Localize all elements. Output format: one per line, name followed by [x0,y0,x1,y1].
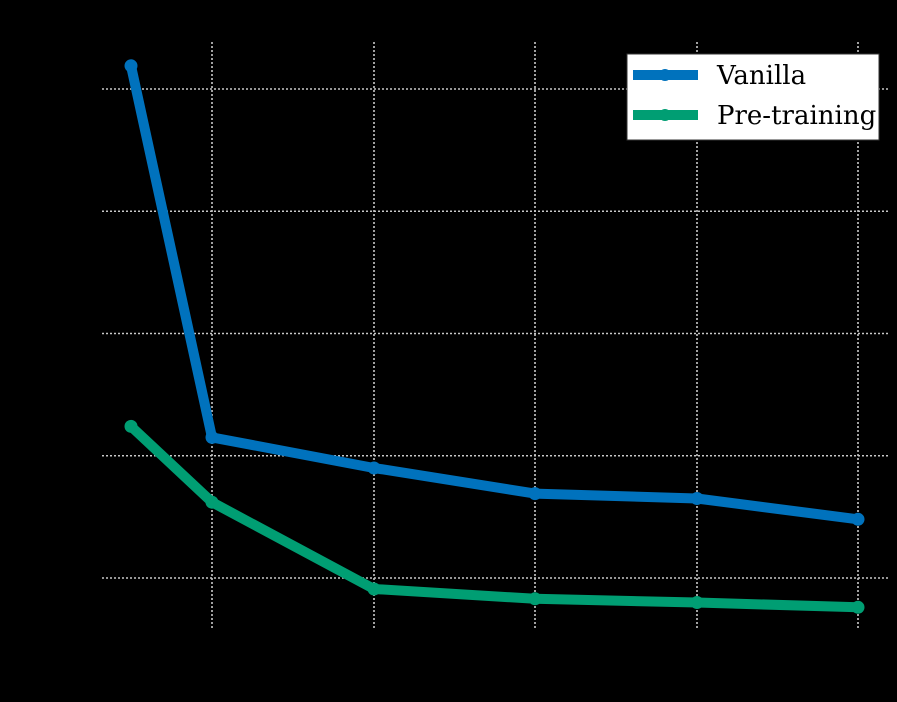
legend: Vanilla Pre-training [626,53,880,141]
data-point-marker [690,596,704,609]
series-pre-training [124,419,865,614]
grid-lines [102,42,888,628]
series-line [126,64,859,525]
legend-item-pre-training: Pre-training [633,101,876,131]
data-point-marker [528,592,542,606]
legend-marker-icon [659,69,671,81]
data-point-marker [367,461,381,475]
data-series [124,59,865,614]
legend-label: Pre-training [717,101,876,131]
legend-marker-icon [659,109,671,121]
data-point-marker [124,419,138,433]
data-point-marker [851,512,865,526]
series-vanilla [124,59,865,526]
data-point-marker [528,487,542,501]
series-line [127,422,859,613]
legend-item-vanilla: Vanilla [633,61,806,91]
data-point-marker [690,492,704,505]
legend-label: Vanilla [716,61,806,91]
data-point-marker [205,495,219,509]
data-point-marker [124,59,138,73]
data-point-marker [367,582,381,596]
data-point-marker [205,430,219,444]
legend-box [626,53,880,141]
data-point-marker [851,600,865,614]
